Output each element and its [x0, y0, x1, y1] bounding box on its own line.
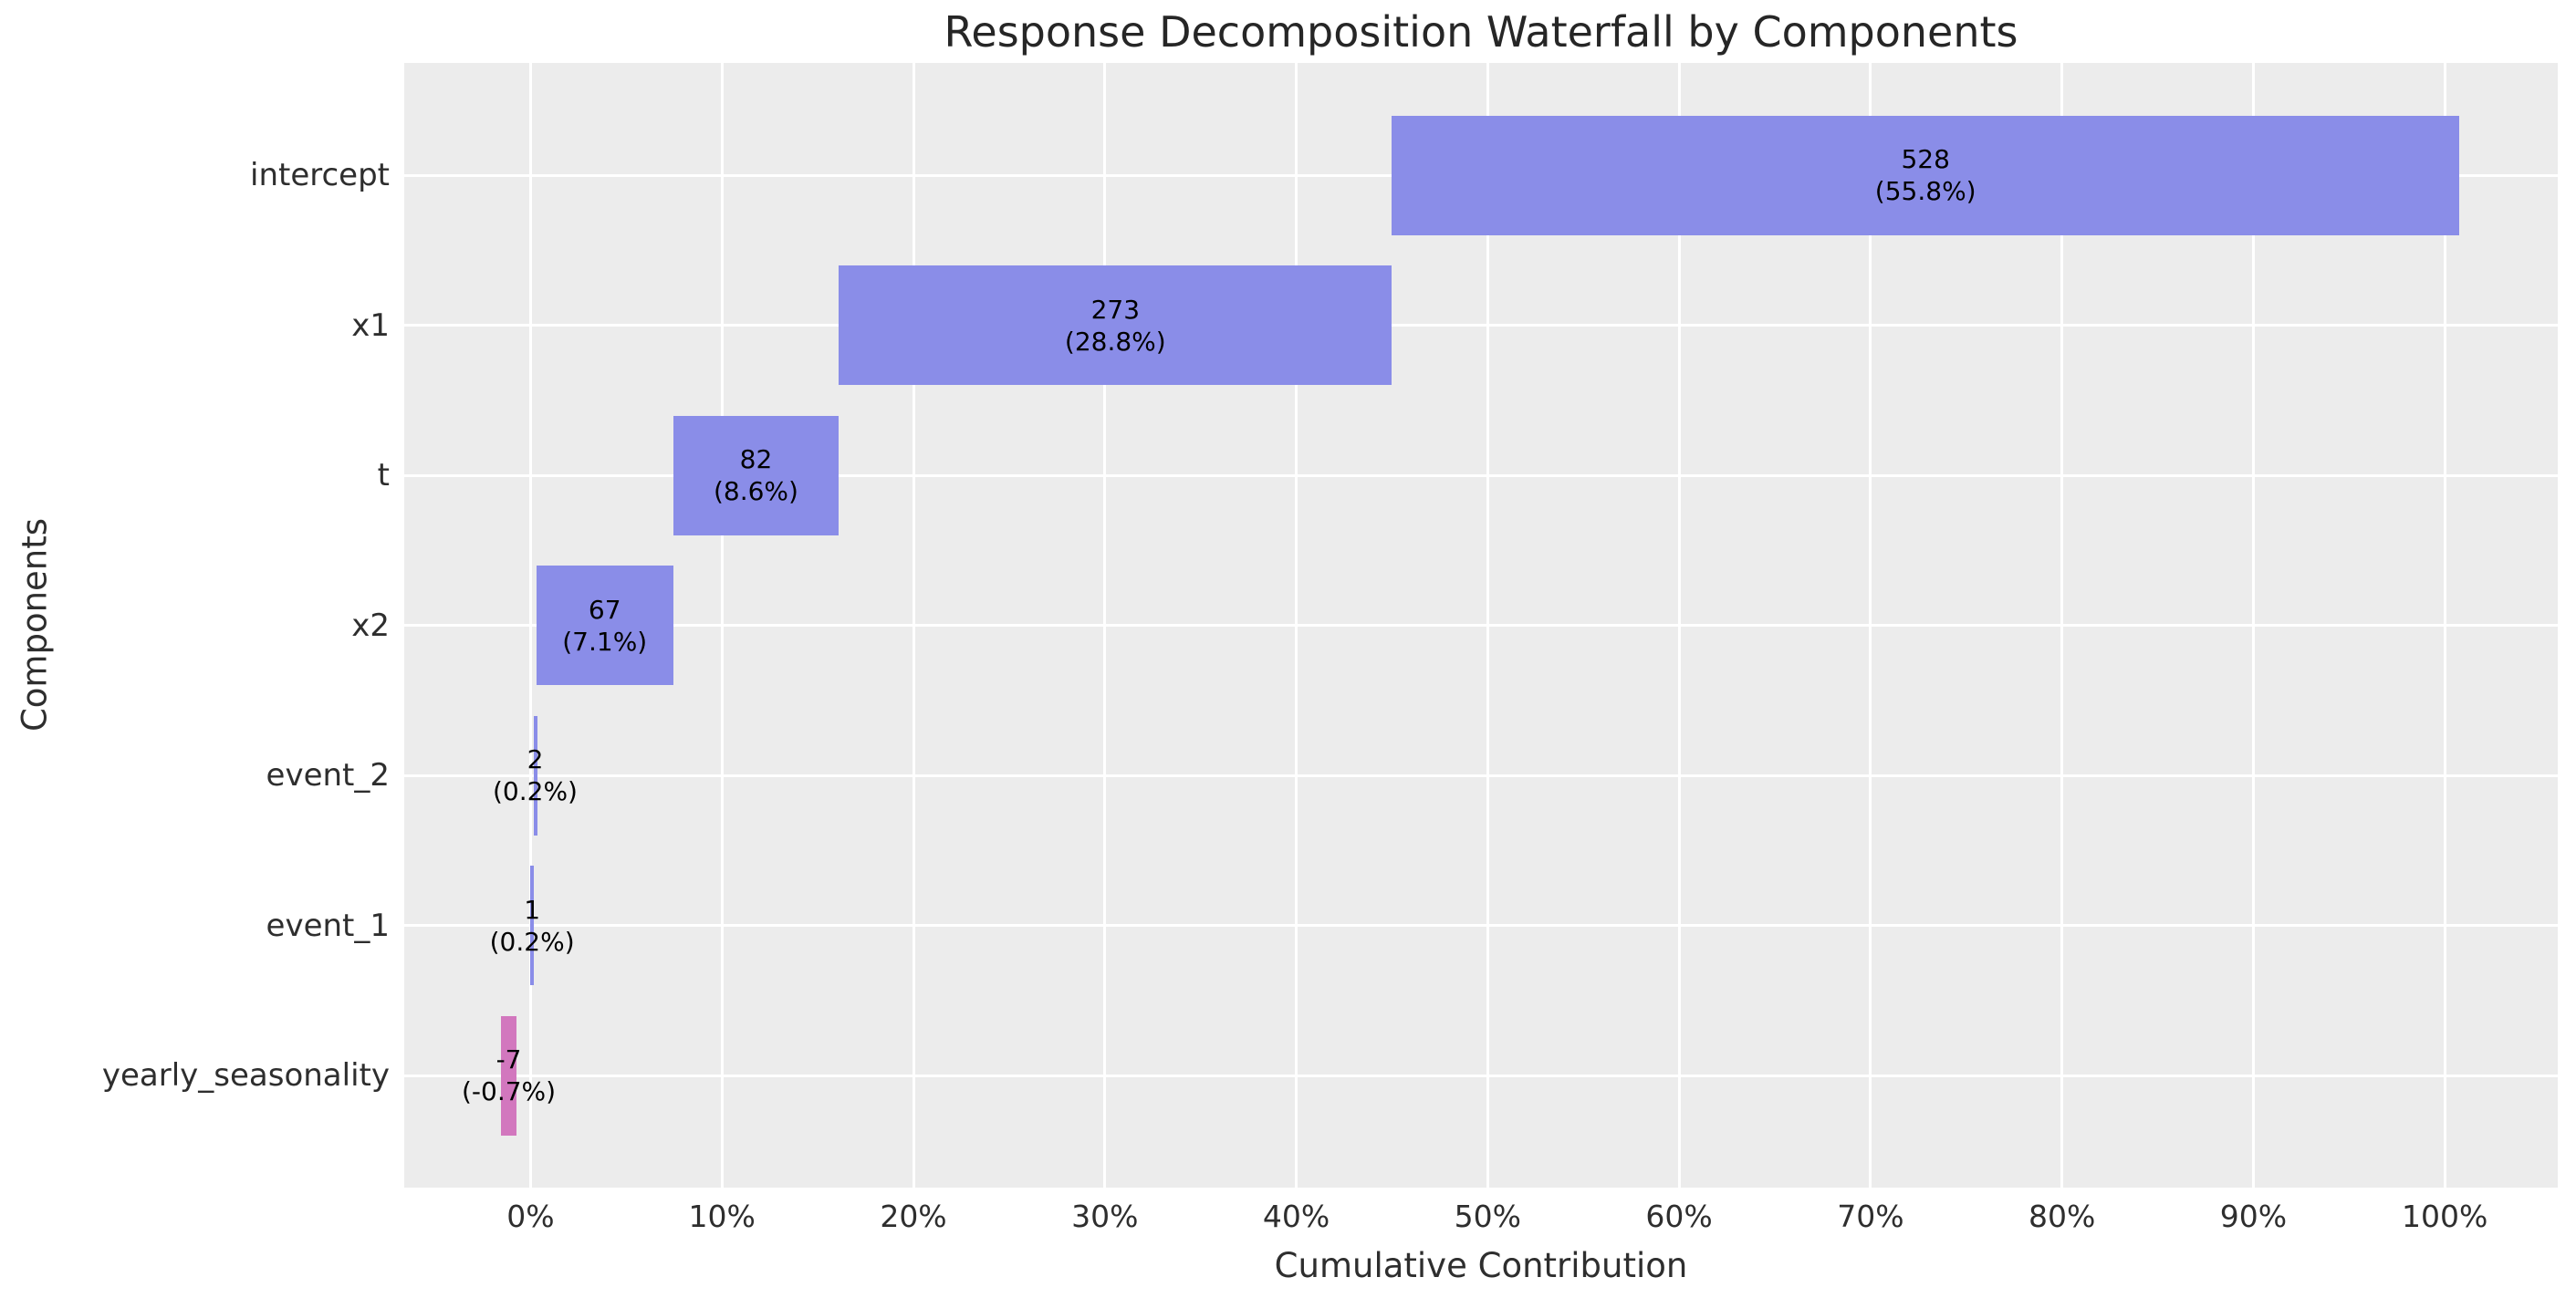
- waterfall-bar-x1: [839, 265, 1392, 385]
- y-tick-label: x1: [351, 306, 390, 344]
- x-tick-label: 70%: [1837, 1199, 1904, 1234]
- x-tick-label: 20%: [880, 1199, 947, 1234]
- x-tick-label: 0%: [506, 1199, 555, 1234]
- bar-value: 1: [524, 894, 541, 925]
- y-tick-label: event_1: [266, 907, 390, 944]
- waterfall-bar-intercept: [1392, 115, 2459, 235]
- y-gridline: [404, 774, 2558, 777]
- x-tick-label: 80%: [2028, 1199, 2096, 1234]
- y-tick-label: t: [377, 457, 390, 493]
- waterfall-bar-x2: [536, 566, 673, 685]
- bar-value: 2: [527, 744, 544, 774]
- x-tick-label: 30%: [1071, 1199, 1139, 1234]
- plot-area: [404, 63, 2558, 1188]
- bar-percentage: (28.8%): [1064, 326, 1166, 357]
- x-axis-title: Cumulative Contribution: [1274, 1246, 1688, 1285]
- y-tick-label: event_2: [266, 757, 390, 794]
- x-tick-label: 60%: [1645, 1199, 1713, 1234]
- bar-value-label: -7 (-0.7%): [462, 1044, 556, 1107]
- bar-percentage: (-0.7%): [461, 1076, 557, 1106]
- bar-value: 82: [739, 444, 773, 474]
- x-tick-label: 50%: [1454, 1199, 1522, 1234]
- y-tick-label: intercept: [250, 157, 390, 193]
- x-tick-label: 100%: [2402, 1199, 2488, 1234]
- bar-value: -7: [495, 1044, 522, 1075]
- x-tick-label: 10%: [688, 1199, 756, 1234]
- bar-value: 67: [588, 594, 621, 625]
- waterfall-bar-yearly_seasonality: [501, 1015, 516, 1136]
- bar-value-label: 82 (8.6%): [714, 443, 798, 507]
- bar-percentage: (55.8%): [1874, 176, 1976, 206]
- bar-percentage: (7.1%): [562, 626, 648, 657]
- chart-title: Response Decomposition Waterfall by Comp…: [944, 7, 2018, 57]
- bar-value: 273: [1090, 294, 1141, 325]
- bar-percentage: (0.2%): [489, 926, 575, 957]
- waterfall-bar-event_1: [530, 866, 535, 985]
- y-gridline: [404, 1074, 2558, 1077]
- x-tick-label: 40%: [1262, 1199, 1330, 1234]
- bar-value-label: 1 (0.2%): [490, 894, 575, 958]
- bar-percentage: (0.2%): [492, 776, 578, 806]
- y-tick-label: x2: [351, 607, 390, 644]
- y-gridline: [404, 624, 2558, 627]
- y-gridline: [404, 324, 2558, 327]
- bar-value-label: 2 (0.2%): [493, 743, 578, 807]
- bar-percentage: (8.6%): [713, 476, 798, 506]
- y-tick-label: yearly_seasonality: [101, 1057, 390, 1094]
- y-gridline: [404, 924, 2558, 927]
- bar-value: 528: [1901, 144, 1950, 174]
- y-axis-title: Components: [15, 517, 55, 732]
- x-tick-label: 90%: [2219, 1199, 2288, 1234]
- bar-value-label: 528 (55.8%): [1875, 143, 1976, 207]
- bar-value-label: 67 (7.1%): [562, 594, 647, 658]
- waterfall-bar-t: [673, 415, 840, 535]
- waterfall-bar-event_2: [533, 715, 537, 836]
- y-gridline: [404, 473, 2558, 477]
- bar-value-label: 273 (28.8%): [1065, 294, 1166, 358]
